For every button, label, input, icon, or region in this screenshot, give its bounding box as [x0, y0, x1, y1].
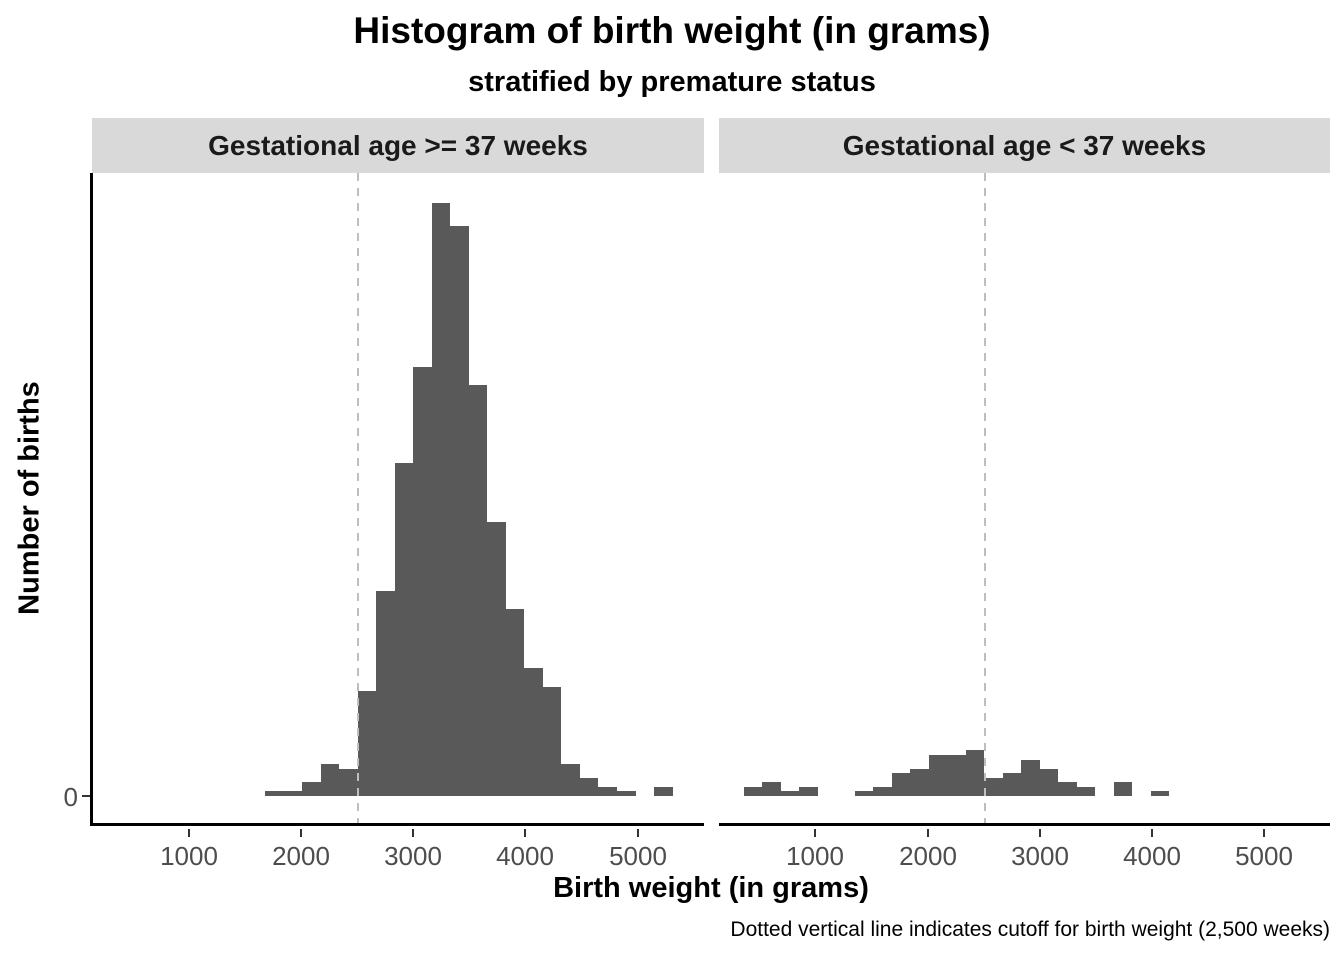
histogram-bar [598, 787, 617, 796]
x-axis-tick-mark [1039, 829, 1041, 837]
x-axis-tick-mark [524, 829, 526, 837]
histogram-bar [321, 764, 339, 796]
histogram-bar [561, 764, 580, 796]
histogram-bar [799, 787, 818, 796]
x-axis-tick-mark [1151, 829, 1153, 837]
x-axis-tick-mark [188, 829, 190, 837]
plot-panel-term [92, 173, 704, 826]
x-axis-tick-mark [637, 829, 639, 837]
y-axis-line [90, 173, 93, 826]
y-axis-tick-label-0: 0 [63, 782, 78, 812]
histogram-bar [543, 687, 561, 796]
histogram-bar [984, 778, 1003, 796]
x-axis-tick-label: 2000 [899, 841, 957, 871]
histogram-bar [339, 769, 358, 796]
facet-strip-term: Gestational age >= 37 weeks [92, 118, 704, 173]
histogram-bar [265, 791, 283, 796]
histogram-bar [580, 778, 598, 796]
chart-subtitle: stratified by premature status [468, 66, 876, 98]
y-axis-tick-mark [82, 795, 90, 797]
histogram-bar [617, 791, 636, 796]
chart-caption: Dotted vertical line indicates cutoff fo… [730, 918, 1330, 941]
histogram-bar [873, 787, 892, 796]
plot-panel-premature [719, 173, 1330, 826]
cutoff-dashed-line [984, 173, 986, 826]
histogram-bar [762, 782, 781, 796]
histogram-bar [524, 668, 543, 796]
histogram-bar [966, 750, 984, 796]
histogram-bar [302, 782, 321, 796]
histogram-bar [1077, 787, 1095, 796]
x-axis-tick-label: 4000 [1123, 841, 1181, 871]
histogram-bar [395, 463, 413, 796]
x-axis-tick-mark [1263, 829, 1265, 837]
histogram-bar [1114, 782, 1132, 796]
x-axis-tick-label: 4000 [496, 841, 554, 871]
histogram-bar [855, 791, 873, 796]
x-axis-tick-label: 3000 [384, 841, 442, 871]
x-axis-tick-label: 1000 [786, 841, 844, 871]
x-axis-tick-label: 2000 [272, 841, 330, 871]
x-axis-ticks-term: 1000 2000 3000 4000 5000 [92, 829, 704, 889]
histogram-bar [892, 773, 910, 796]
histogram-bar [1003, 773, 1021, 796]
x-axis-tick-mark [927, 829, 929, 837]
histogram-bar [432, 203, 450, 796]
x-axis-tick-label: 3000 [1011, 841, 1069, 871]
histogram-bar [781, 791, 799, 796]
x-axis-line-term [92, 823, 704, 826]
x-axis-line-premature [719, 823, 1330, 826]
histogram-bar [1151, 791, 1169, 796]
histogram-bar [450, 226, 469, 796]
histogram-bar [487, 522, 506, 796]
x-axis-tick-mark [814, 829, 816, 837]
y-axis-title: Number of births [13, 381, 46, 615]
x-axis-tick-label: 1000 [160, 841, 218, 871]
x-axis-ticks-premature: 1000 2000 3000 4000 5000 [719, 829, 1330, 889]
x-axis-tick-label: 5000 [609, 841, 667, 871]
histogram-bar [506, 609, 524, 796]
facet-strip-premature-label: Gestational age < 37 weeks [842, 129, 1207, 161]
facet-strip-term-label: Gestational age >= 37 weeks [208, 129, 588, 161]
histogram-bar [1040, 769, 1058, 796]
histogram-bar [413, 367, 432, 796]
x-axis-title: Birth weight (in grams) [553, 872, 869, 904]
histogram-bar [469, 385, 487, 796]
histogram-bar [283, 791, 302, 796]
facet-strip-premature: Gestational age < 37 weeks [719, 118, 1330, 173]
x-axis-tick-label: 5000 [1235, 841, 1293, 871]
histogram-bar [358, 691, 376, 796]
x-axis-tick-mark [300, 829, 302, 837]
histogram-bar [947, 755, 966, 796]
histogram-bar [929, 755, 947, 796]
histogram-bar [654, 787, 673, 796]
histogram-bar [376, 591, 395, 796]
histogram-bar [1021, 760, 1040, 796]
histogram-bar [1058, 782, 1077, 796]
chart-title: Histogram of birth weight (in grams) [353, 10, 991, 51]
histogram-bar [910, 769, 929, 796]
cutoff-dashed-line [357, 173, 359, 826]
histogram-bar [744, 787, 762, 796]
x-axis-tick-mark [412, 829, 414, 837]
